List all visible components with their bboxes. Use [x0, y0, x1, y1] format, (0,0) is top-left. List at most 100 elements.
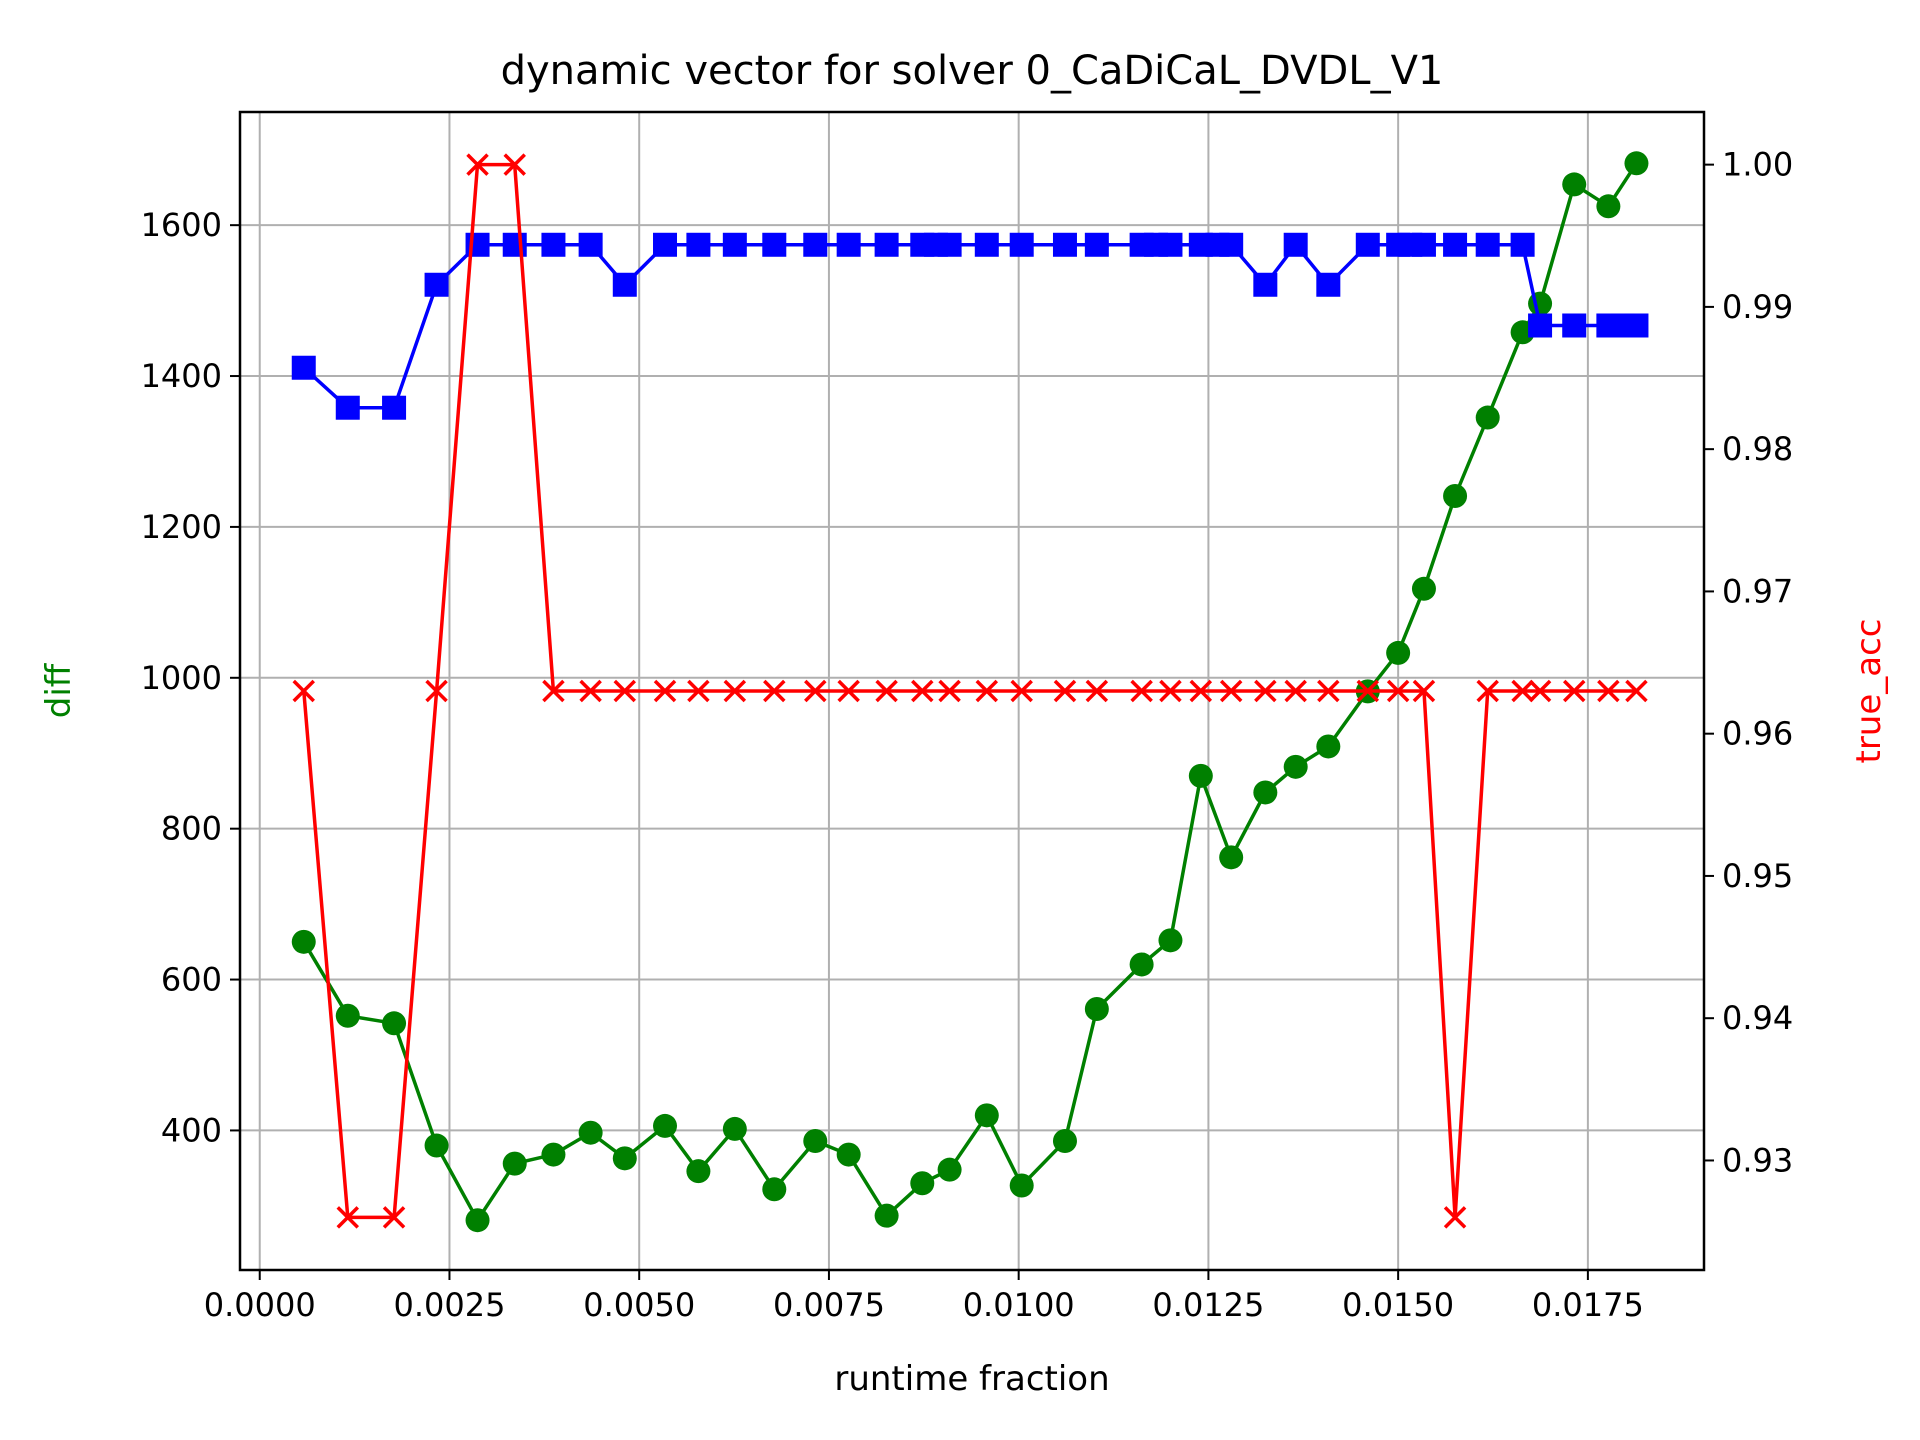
x-tick-label: 0.0125	[1152, 1286, 1264, 1324]
data-point	[1129, 952, 1154, 977]
y-tick-label: 1000	[141, 659, 222, 697]
data-point	[1158, 928, 1183, 953]
x-tick-label: 0.0175	[1532, 1286, 1644, 1324]
series-2-x	[292, 153, 1648, 1229]
data-point	[291, 355, 316, 380]
data-point	[1355, 232, 1380, 257]
y2-tick-label: 0.96	[1722, 715, 1793, 753]
data-point	[686, 232, 711, 257]
data-point	[335, 395, 360, 420]
data-point	[723, 679, 747, 703]
data-point	[292, 679, 315, 703]
y-tick-label: 1200	[141, 508, 222, 546]
y2-tick-label: 0.93	[1722, 1141, 1793, 1179]
data-point	[911, 679, 934, 703]
x-tick-label: 0.0025	[393, 1286, 505, 1324]
data-point	[874, 1203, 899, 1228]
data-point	[1159, 679, 1182, 703]
x-tick-label: 0.0050	[583, 1286, 695, 1324]
data-point	[424, 272, 449, 297]
data-point	[612, 272, 637, 297]
x-tick-label: 0.0075	[773, 1286, 885, 1324]
data-point	[613, 679, 637, 703]
plot-frame	[238, 110, 1706, 1272]
data-point	[382, 1011, 407, 1036]
data-point	[1009, 232, 1034, 257]
data-point	[1356, 679, 1380, 703]
data-point	[1084, 232, 1109, 257]
y2-tick-label: 0.98	[1722, 430, 1793, 468]
data-point	[1443, 1206, 1467, 1229]
data-point	[1528, 313, 1553, 338]
data-point	[1053, 679, 1077, 703]
data-point	[762, 232, 787, 257]
data-point	[1052, 1128, 1077, 1153]
data-point	[722, 1116, 747, 1141]
data-point	[502, 1151, 527, 1176]
data-point	[937, 232, 962, 257]
data-point	[1052, 232, 1077, 257]
data-point	[874, 232, 899, 257]
data-point	[1597, 679, 1620, 703]
data-point	[1476, 679, 1499, 703]
axes-layer: 0.0000 0.0025 0.0050 0.0075 0.0100 0.0125 0.01…	[141, 146, 1794, 1324]
data-point	[722, 232, 747, 257]
x-tick-label: 0.0150	[1342, 1286, 1454, 1324]
data-point	[335, 1003, 360, 1028]
series-layer	[291, 151, 1649, 1233]
data-point	[804, 679, 827, 703]
data-point	[424, 1133, 449, 1158]
data-point	[541, 1142, 566, 1167]
data-point	[1084, 996, 1109, 1021]
data-point	[466, 153, 489, 176]
data-point	[1475, 232, 1500, 257]
data-point	[1596, 194, 1621, 219]
data-point	[1130, 679, 1153, 703]
data-point	[1188, 763, 1213, 788]
series-0-circle	[291, 151, 1649, 1233]
data-point	[653, 679, 677, 703]
data-point	[1253, 272, 1278, 297]
data-point	[1219, 232, 1244, 257]
data-point	[502, 232, 527, 257]
data-point	[541, 232, 566, 257]
y-axis-label: diff	[39, 662, 79, 718]
y-tick-label: 1600	[141, 206, 222, 244]
y-tick-label: 800	[161, 810, 222, 848]
data-point	[938, 679, 961, 703]
y2-tick-label: 0.99	[1722, 288, 1793, 326]
data-point	[1219, 845, 1244, 870]
y2-tick-label: 0.97	[1722, 572, 1793, 610]
data-point	[910, 1171, 935, 1196]
data-point	[763, 679, 786, 703]
data-point	[503, 153, 526, 176]
data-point	[425, 679, 448, 703]
data-point	[1411, 232, 1436, 257]
data-point	[1284, 679, 1307, 703]
data-point	[1562, 313, 1587, 338]
data-point	[1219, 679, 1243, 703]
data-point	[1625, 679, 1648, 703]
data-point	[1253, 780, 1278, 805]
x-axis-label: runtime fraction	[834, 1359, 1109, 1399]
data-point	[1475, 405, 1500, 430]
data-point	[542, 679, 565, 703]
data-point	[382, 395, 407, 420]
data-point	[1009, 1173, 1034, 1198]
data-point	[803, 232, 828, 257]
y2-tick-label: 0.95	[1722, 857, 1793, 895]
x-tick-label: 0.0100	[963, 1286, 1075, 1324]
data-point	[836, 1142, 861, 1167]
data-point	[579, 679, 602, 703]
data-point	[1386, 679, 1410, 703]
data-point	[1317, 679, 1340, 703]
data-point	[653, 1113, 678, 1138]
data-point	[1562, 172, 1587, 197]
y2-tick-label: 0.94	[1722, 999, 1793, 1037]
data-point	[1254, 679, 1277, 703]
data-point	[1189, 679, 1213, 703]
data-point	[653, 232, 678, 257]
data-point	[762, 1177, 787, 1202]
data-point	[1316, 734, 1341, 759]
